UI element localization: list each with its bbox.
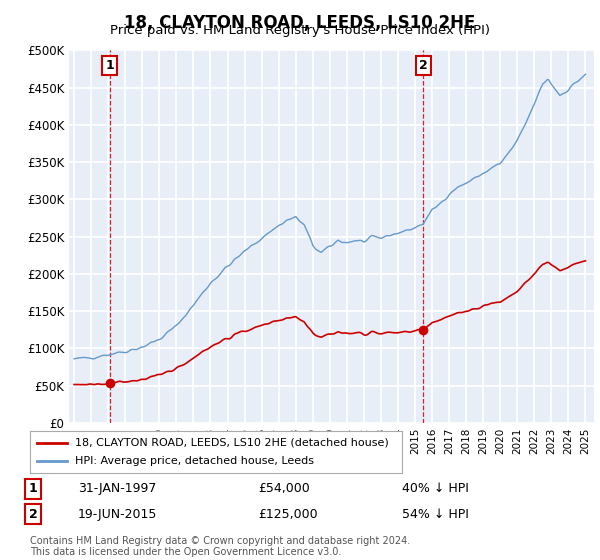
Text: 18, CLAYTON ROAD, LEEDS, LS10 2HE: 18, CLAYTON ROAD, LEEDS, LS10 2HE bbox=[124, 14, 476, 32]
Text: 31-JAN-1997: 31-JAN-1997 bbox=[78, 482, 157, 496]
Text: 1: 1 bbox=[105, 59, 114, 72]
Text: £125,000: £125,000 bbox=[258, 507, 317, 521]
Text: 2: 2 bbox=[419, 59, 427, 72]
Text: 1: 1 bbox=[29, 482, 37, 496]
Text: 54% ↓ HPI: 54% ↓ HPI bbox=[402, 507, 469, 521]
Text: HPI: Average price, detached house, Leeds: HPI: Average price, detached house, Leed… bbox=[74, 456, 314, 466]
Text: 18, CLAYTON ROAD, LEEDS, LS10 2HE (detached house): 18, CLAYTON ROAD, LEEDS, LS10 2HE (detac… bbox=[74, 438, 388, 448]
Text: 40% ↓ HPI: 40% ↓ HPI bbox=[402, 482, 469, 496]
Text: 19-JUN-2015: 19-JUN-2015 bbox=[78, 507, 157, 521]
Text: Price paid vs. HM Land Registry's House Price Index (HPI): Price paid vs. HM Land Registry's House … bbox=[110, 24, 490, 37]
Text: 2: 2 bbox=[29, 507, 37, 521]
Text: £54,000: £54,000 bbox=[258, 482, 310, 496]
Text: Contains HM Land Registry data © Crown copyright and database right 2024.
This d: Contains HM Land Registry data © Crown c… bbox=[30, 535, 410, 557]
